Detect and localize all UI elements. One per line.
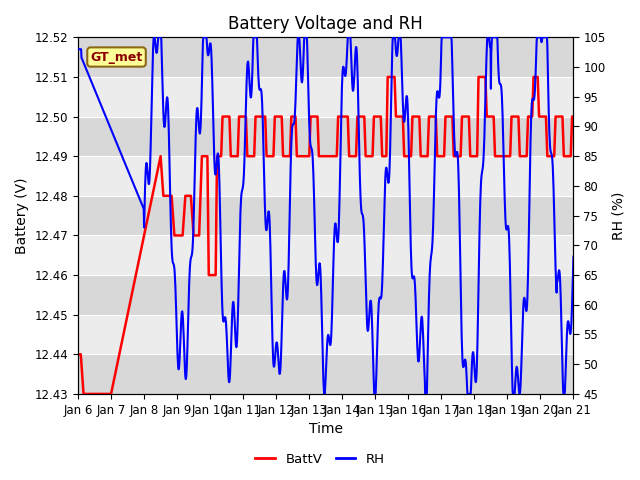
- Bar: [78, 77, 573, 117]
- Bar: [78, 315, 573, 354]
- Bar: [78, 156, 573, 196]
- Bar: [78, 354, 573, 394]
- X-axis label: Time: Time: [308, 422, 343, 436]
- Bar: [78, 196, 573, 235]
- Y-axis label: RH (%): RH (%): [611, 192, 625, 240]
- Legend: BattV, RH: BattV, RH: [250, 447, 390, 471]
- Bar: [78, 117, 573, 156]
- Title: Battery Voltage and RH: Battery Voltage and RH: [228, 15, 423, 33]
- Y-axis label: Battery (V): Battery (V): [15, 178, 29, 254]
- Bar: [78, 235, 573, 275]
- Bar: [78, 37, 573, 77]
- Bar: [78, 275, 573, 315]
- Text: GT_met: GT_met: [90, 50, 143, 63]
